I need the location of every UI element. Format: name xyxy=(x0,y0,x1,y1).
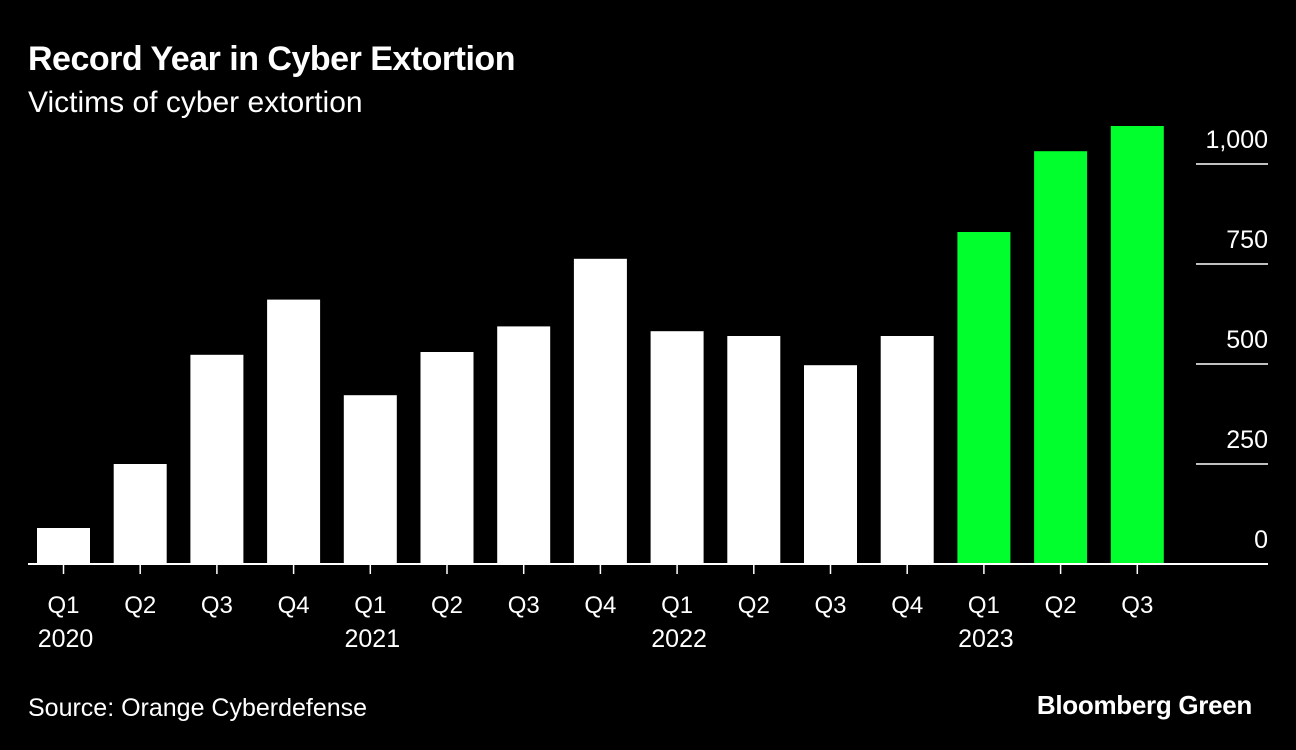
x-tick-label-3: Q4 xyxy=(278,592,310,619)
bar-12 xyxy=(957,232,1011,564)
x-tick-label-9: Q2 xyxy=(738,592,770,619)
bar-2 xyxy=(190,354,244,564)
bar-9 xyxy=(727,336,781,564)
x-tick-label-10: Q3 xyxy=(814,592,846,619)
x-tick-label-14: Q3 xyxy=(1121,592,1153,619)
x-tick-label-12: Q1 xyxy=(968,592,1000,619)
year-label-4: 2021 xyxy=(344,625,400,653)
bar-0 xyxy=(37,528,90,564)
y-tick-label-1: 250 xyxy=(1226,426,1268,454)
bar-1 xyxy=(113,464,167,564)
x-tick-label-8: Q1 xyxy=(661,592,693,619)
year-label-0: 2020 xyxy=(38,625,94,653)
bar-10 xyxy=(804,365,857,564)
year-label-8: 2022 xyxy=(651,625,707,653)
x-tick-label-6: Q3 xyxy=(508,592,540,619)
bar-11 xyxy=(880,336,934,564)
x-tick-label-0: Q1 xyxy=(47,592,79,619)
x-tick-label-4: Q1 xyxy=(354,592,386,619)
y-tick-label-4: 1,000 xyxy=(1205,126,1268,154)
x-tick-label-2: Q3 xyxy=(201,592,233,619)
year-label-12: 2023 xyxy=(958,625,1014,653)
x-tick-label-13: Q2 xyxy=(1045,592,1077,619)
bar-6 xyxy=(497,326,551,564)
brand-logo: Bloomberg Green xyxy=(1036,690,1252,720)
bar-14 xyxy=(1110,126,1164,564)
x-tick-label-1: Q2 xyxy=(124,592,156,619)
chart-title: Record Year in Cyber Extortion xyxy=(28,40,515,78)
source-note: Source: Orange Cyberdefense xyxy=(28,694,368,722)
x-tick-label-5: Q2 xyxy=(431,592,463,619)
y-tick-label-0: 0 xyxy=(1254,526,1268,554)
bar-5 xyxy=(420,352,474,564)
y-tick-label-3: 750 xyxy=(1226,226,1268,254)
bar-4 xyxy=(343,395,397,564)
x-tick-label-11: Q4 xyxy=(891,592,923,619)
bar-8 xyxy=(650,331,704,564)
x-tick-label-7: Q4 xyxy=(584,592,616,619)
bar-13 xyxy=(1034,151,1088,564)
y-tick-label-2: 500 xyxy=(1226,326,1268,354)
bar-7 xyxy=(573,258,627,564)
chart-subtitle: Victims of cyber extortion xyxy=(28,86,363,119)
bar-3 xyxy=(267,299,321,564)
